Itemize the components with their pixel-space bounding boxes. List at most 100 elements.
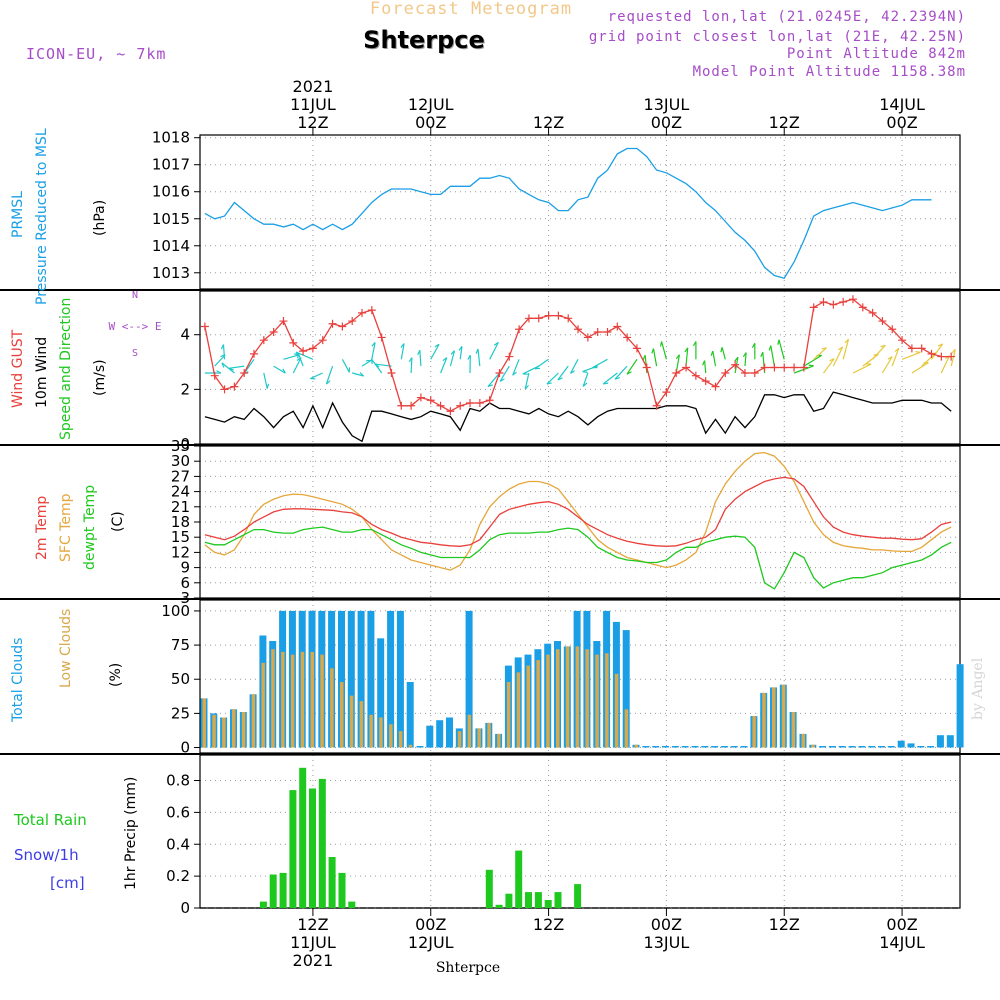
wind-arrow	[222, 344, 226, 360]
low-cloud-bar	[762, 692, 766, 748]
temp-unit: (C)	[110, 511, 126, 532]
rain-bar	[259, 901, 267, 908]
wind-arrow	[832, 346, 844, 367]
low-cloud-bar	[330, 668, 334, 748]
gust-marker	[721, 368, 730, 377]
wind-arrow	[901, 351, 921, 360]
total-cloud-bar	[907, 743, 915, 748]
gust-marker	[672, 368, 681, 377]
total-cloud-bar	[691, 746, 699, 748]
wind-arrow-head	[221, 362, 225, 368]
precip-ytick-label-4: 0.8	[166, 772, 190, 790]
wind-arrow	[352, 372, 364, 377]
temperature-ytick-label-3: 12	[171, 543, 190, 561]
clouds-unit: (%)	[108, 663, 124, 687]
rain-bar	[534, 892, 542, 908]
temperature-ytick-label-7: 24	[171, 483, 190, 501]
total-cloud-bar	[897, 740, 905, 748]
wind-arrow	[410, 357, 413, 374]
total-cloud-bar	[377, 638, 385, 748]
rain-bar	[485, 869, 493, 909]
gust-marker	[809, 303, 818, 312]
wind-arrow-head	[374, 363, 380, 368]
requested-coordinates: requested lon,lat (21.0245E, 42.2394N)	[607, 9, 966, 25]
wind-arrow	[440, 357, 448, 374]
wind-arrow	[950, 349, 956, 367]
total-cloud-bar	[868, 746, 876, 748]
total-cloud-bar	[927, 746, 935, 748]
chart-title: Forecast Meteogram	[369, 0, 573, 19]
rain-bar	[554, 892, 562, 908]
low-cloud-bar	[340, 682, 344, 748]
top-time-label: 00Z	[651, 113, 682, 132]
top-time-label: 11JUL	[290, 95, 336, 114]
rain-bar	[544, 900, 552, 908]
wind-arrow	[499, 365, 510, 382]
rain-bar	[318, 778, 326, 908]
bottom-time-label: 12JUL	[408, 933, 454, 952]
gust-marker	[200, 322, 209, 331]
wind-arrow	[582, 372, 589, 387]
wind-arrow-head	[829, 358, 835, 362]
gust-marker	[770, 363, 779, 372]
rain-bar	[289, 790, 297, 908]
wind-arrow	[400, 343, 405, 360]
rain-bars	[259, 767, 582, 909]
wind-arrow	[430, 344, 440, 360]
gust-marker	[711, 382, 720, 391]
low-cloud-bar	[457, 731, 462, 748]
pressure-label-1: PRMSL	[10, 191, 26, 238]
wind-arrow	[931, 343, 944, 360]
total-cloud-bar	[887, 746, 895, 748]
top-time-label: 12JUL	[408, 95, 454, 114]
wind-speed-line	[204, 391, 952, 443]
precip-ytick-label-0: 0	[180, 899, 190, 917]
pressure-line	[204, 147, 932, 279]
gust-marker	[377, 333, 386, 342]
rain-bar	[574, 884, 582, 908]
clouds-ytick-label-0: 0	[180, 739, 190, 757]
total-cloud-bar	[338, 610, 345, 748]
low-cloud-bar	[526, 665, 530, 748]
gust-marker	[250, 349, 259, 358]
pressure-unit: (hPa)	[92, 200, 108, 236]
wind-arrow-head	[760, 351, 764, 358]
wind-arrow	[283, 354, 299, 360]
gust-marker	[220, 385, 229, 394]
wind-arrow	[557, 365, 569, 381]
rain-bar	[328, 857, 336, 908]
total-cloud-bar	[347, 610, 355, 748]
total-cloud-bar	[819, 746, 827, 748]
wind-arrow-head	[434, 343, 440, 348]
wind-arrow	[489, 342, 499, 360]
rain-bar	[279, 872, 287, 908]
wind-arrow-head	[582, 382, 588, 387]
temperature-ytick-label-1: 6	[180, 574, 190, 592]
wind-arrow-head	[808, 364, 814, 367]
gust-marker	[289, 338, 298, 347]
bottom-time-label: 12Z	[769, 915, 800, 934]
wind-arrow-head	[951, 348, 956, 354]
low-cloud-bar	[241, 712, 246, 748]
temperature-ytick-label-6: 21	[171, 498, 190, 516]
wind-arrow-head	[642, 354, 646, 361]
wind-arrow	[374, 363, 392, 367]
wind-arrow-head	[777, 339, 780, 345]
gust-marker	[387, 368, 396, 377]
total-cloud-bar	[662, 746, 669, 748]
wind-arrow-head	[475, 348, 479, 354]
wind-arrow	[872, 344, 886, 360]
pressure-ytick-label-0: 1013	[152, 264, 190, 282]
wind-arrow	[295, 351, 314, 360]
gust-marker	[917, 344, 926, 353]
wind-arrow	[881, 356, 893, 374]
total-cloud-bar	[426, 725, 434, 748]
precip-ytick-label-1: 0.2	[166, 867, 190, 885]
wind-arrow	[721, 347, 726, 360]
temperature-ytick-label-4: 15	[171, 528, 190, 546]
total-cloud-bar	[946, 735, 954, 748]
wind-arrow-head	[887, 356, 893, 360]
total-cloud-bar	[367, 610, 375, 748]
wind-arrow-head	[458, 346, 463, 351]
gust-marker	[456, 401, 465, 410]
